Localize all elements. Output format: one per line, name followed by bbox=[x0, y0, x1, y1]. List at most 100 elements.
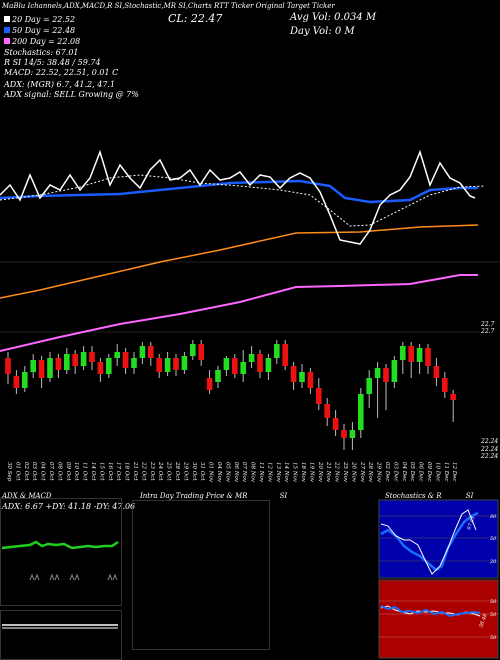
date-label: 29 Nov bbox=[376, 461, 382, 483]
ema200-swatch bbox=[4, 38, 10, 44]
candle-up bbox=[131, 358, 137, 368]
date-label: 23 Oct bbox=[149, 461, 155, 481]
candle-up bbox=[181, 356, 188, 370]
date-label: 18 Nov bbox=[300, 462, 306, 483]
adx-panel-values: ADX: 6.67 +DY: 41.18 -DY: 47.06 bbox=[2, 502, 136, 511]
price-level-label: 22.24 bbox=[480, 453, 498, 460]
date-label: 16 Oct bbox=[107, 462, 113, 481]
candle-down bbox=[307, 372, 314, 388]
macd-value: MACD: 22.52, 22.51, 0.01 C bbox=[4, 68, 119, 77]
close-price-label: CL: 22.47 bbox=[168, 12, 223, 25]
candle-down bbox=[97, 362, 104, 374]
candle-down bbox=[5, 358, 11, 374]
date-label: 14 Nov bbox=[283, 462, 289, 483]
date-label: 02 Oct bbox=[23, 462, 29, 481]
candle-down bbox=[173, 358, 179, 370]
price-level-label: 22.24 bbox=[480, 446, 498, 453]
date-label: 12 Nov bbox=[266, 462, 272, 483]
rsi-value: R SI 14/5: 38.48 / 59.74 bbox=[4, 58, 101, 67]
price-level-label: 22.24 bbox=[480, 438, 498, 445]
date-label: 15 Nov bbox=[292, 462, 298, 483]
candle-down bbox=[332, 418, 339, 430]
date-label: 30 Oct bbox=[191, 462, 197, 481]
candle-down bbox=[383, 368, 389, 382]
candle-down bbox=[442, 378, 448, 392]
stoch-level-50: 50 bbox=[490, 536, 497, 542]
date-label: 22 Nov bbox=[334, 461, 340, 483]
day-volume-label: Day Vol: 0 M bbox=[290, 26, 355, 37]
date-label: 21 Oct bbox=[132, 461, 138, 481]
rsi-current-value: 38.48 bbox=[478, 613, 489, 629]
date-label: 22 Oct bbox=[140, 461, 146, 481]
candle-down bbox=[198, 344, 204, 360]
date-label: 08 Nov bbox=[250, 462, 256, 483]
candle-down bbox=[55, 358, 62, 370]
adx-value: ADX: (MGR) 6.7, 41.2, 47.1 bbox=[4, 80, 116, 89]
candle-down bbox=[433, 366, 440, 378]
date-label: 29 Oct bbox=[182, 461, 188, 481]
ema200-line bbox=[0, 274, 478, 352]
candle-up bbox=[30, 360, 36, 372]
candle-up bbox=[240, 362, 246, 374]
date-label: 24 Oct bbox=[157, 461, 163, 481]
candle-down bbox=[156, 358, 162, 372]
candle-up bbox=[366, 378, 372, 394]
date-label: 04 Oct bbox=[40, 462, 46, 481]
date-label: 19 Nov bbox=[308, 462, 314, 483]
price-level-label: 22.7 bbox=[480, 321, 495, 328]
candle-up bbox=[139, 346, 146, 358]
candle-up bbox=[358, 394, 364, 430]
ema50-swatch bbox=[4, 27, 10, 33]
date-label: 09 Dec bbox=[426, 462, 432, 482]
date-label: 10 Oct bbox=[73, 462, 79, 481]
adx-signal: ADX signal: SELL Growing @ 7% bbox=[4, 90, 139, 99]
stochastic-k-line bbox=[380, 511, 479, 572]
date-label: 04 Dec bbox=[401, 462, 407, 482]
candle-up bbox=[349, 430, 356, 438]
stochastics-panel-bg bbox=[378, 499, 499, 579]
ema20-line bbox=[0, 149, 476, 245]
candle-up bbox=[265, 358, 272, 372]
stochastic-d-line bbox=[380, 509, 477, 575]
date-label: 05 Nov bbox=[224, 462, 230, 483]
candle-up bbox=[215, 370, 221, 382]
date-label: 03 Dec bbox=[392, 462, 398, 482]
candle-up bbox=[299, 372, 305, 382]
candle-up bbox=[400, 346, 406, 360]
date-label: 11 Dec bbox=[443, 462, 449, 482]
stochastics-value: Stochastics: 67.01 bbox=[4, 48, 79, 57]
macd-panel bbox=[0, 610, 122, 660]
date-label: 14 Oct bbox=[90, 462, 96, 481]
date-label: 07 Nov bbox=[241, 462, 247, 483]
candle-up bbox=[223, 358, 230, 370]
avg-volume-label: Avg Vol: 0.034 M bbox=[290, 12, 377, 23]
date-axis: 30 Sep 01 Oct 02 Oct 03 Oct 04 Oct 07 Oct 08 O… bbox=[6, 461, 457, 483]
price-level-label: 22.7 bbox=[480, 328, 495, 335]
date-label: 11 Nov bbox=[258, 462, 264, 483]
date-label: 06 Dec bbox=[418, 462, 424, 482]
candle-down bbox=[341, 430, 347, 438]
date-label: 09 Oct bbox=[65, 462, 71, 481]
date-label: 01 Oct bbox=[14, 462, 20, 481]
date-label: 28 Nov bbox=[367, 461, 373, 483]
candle-up bbox=[164, 358, 171, 372]
date-label: 12 Dec bbox=[451, 462, 457, 482]
rsi-level-label: 50 bbox=[490, 599, 497, 605]
legend-ema200: 200 Day = 22.08 bbox=[4, 37, 80, 46]
ema20-swatch bbox=[4, 16, 10, 22]
candle-up bbox=[22, 372, 28, 388]
intraday-panel bbox=[132, 500, 270, 650]
candle-up bbox=[114, 352, 120, 358]
ema100-line bbox=[0, 224, 479, 299]
date-label: 03 Oct bbox=[31, 462, 37, 481]
rsi-line-white bbox=[380, 605, 481, 617]
candle-down bbox=[38, 360, 45, 378]
candle-down bbox=[232, 358, 238, 374]
date-label: 18 Oct bbox=[124, 462, 130, 481]
candle-up bbox=[391, 360, 398, 382]
candle-down bbox=[72, 354, 78, 366]
candle-down bbox=[257, 354, 263, 372]
stoch-level-20: 20 bbox=[489, 559, 497, 565]
date-label: 25 Nov bbox=[342, 461, 348, 483]
date-label: 13 Nov bbox=[275, 462, 281, 483]
